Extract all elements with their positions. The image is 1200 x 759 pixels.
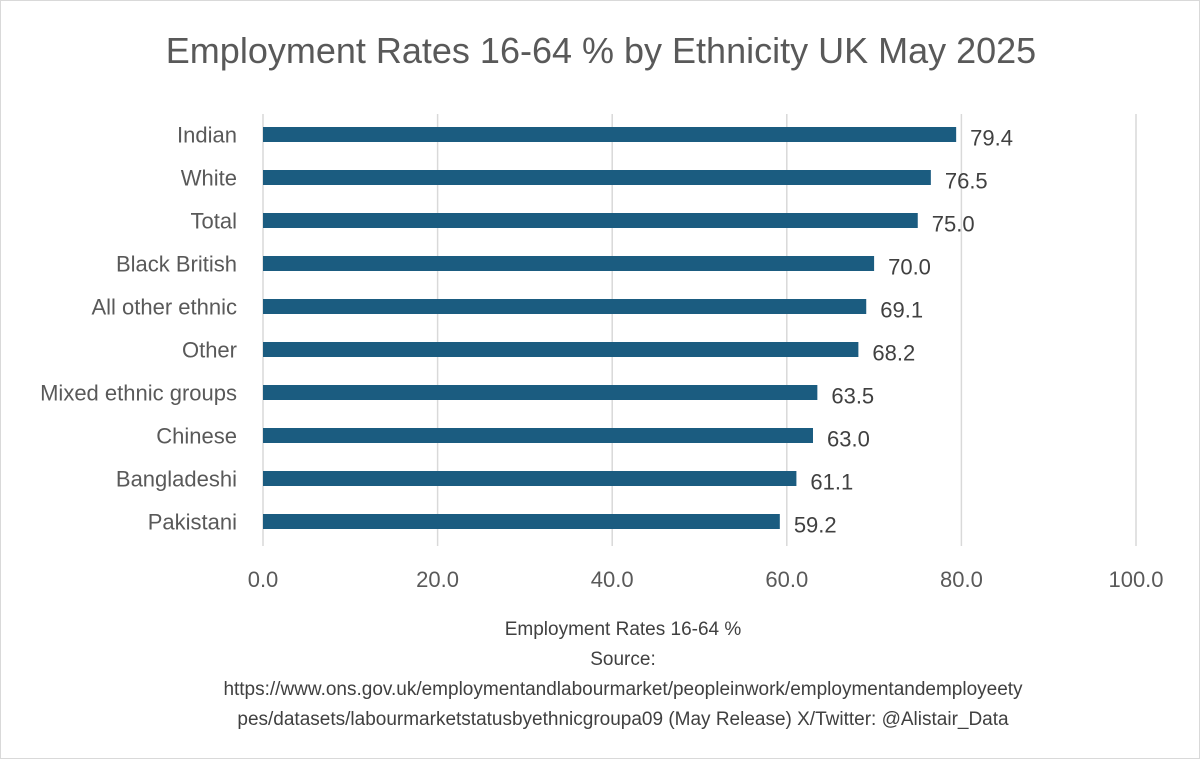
bar [263,342,859,357]
category-label: Other [182,338,237,363]
data-label: 75.0 [932,212,975,237]
x-tick-label: 100.0 [1108,567,1163,592]
category-label: Black British [116,252,237,277]
data-label: 63.5 [831,384,874,409]
category-labels: Indian White Total Black British All other e… [40,123,237,535]
data-label: 59.2 [794,513,837,538]
bar [263,170,931,185]
bar [263,428,813,443]
data-label: 76.5 [945,169,988,194]
x-axis-tick-labels: 0.0 20.0 40.0 60.0 80.0 100.0 [248,567,1164,592]
x-tick-label: 60.0 [765,567,808,592]
category-label: All other ethnic [91,295,237,320]
category-label: Bangladeshi [116,467,237,492]
data-label: 68.2 [872,341,915,366]
x-axis-title: Employment Rates 16-64 % [505,619,742,640]
x-axis-title-and-source: Employment Rates 16-64 % Source: https://w… [223,619,1023,730]
x-tick-label: 80.0 [940,567,983,592]
bar [263,127,957,142]
category-label: Indian [177,123,237,148]
bar [263,299,867,314]
category-label: Total [191,209,237,234]
data-label: 70.0 [888,255,931,280]
data-labels: 79.4 76.5 75.070.0 69.1 68.2 63.5 63.0 61.1 59.2 [794,126,1013,538]
chart-title: Employment Rates 16-64 % by Ethnicity UK… [166,30,1036,71]
data-label: 79.4 [970,126,1013,151]
category-label: Chinese [156,424,237,449]
bar [263,514,780,529]
data-label: 61.1 [810,470,853,495]
x-tick-label: 40.0 [591,567,634,592]
source-line: pes/datasets/labourmarketstatusbyethnicg… [237,709,1009,730]
x-tick-label: 20.0 [416,567,459,592]
data-label: 63.0 [827,427,870,452]
category-label: Mixed ethnic groups [40,381,237,406]
x-tick-label: 0.0 [248,567,279,592]
source-line: https://www.ons.gov.uk/employmentandlabo… [223,679,1023,700]
bar [263,256,875,271]
bar [263,213,918,228]
bar [263,471,797,486]
category-label: White [181,166,237,191]
category-label: Pakistani [148,510,237,535]
bars [263,127,957,529]
source-line: Source: [590,649,655,670]
bar [263,385,818,400]
data-label: 69.1 [880,298,923,323]
